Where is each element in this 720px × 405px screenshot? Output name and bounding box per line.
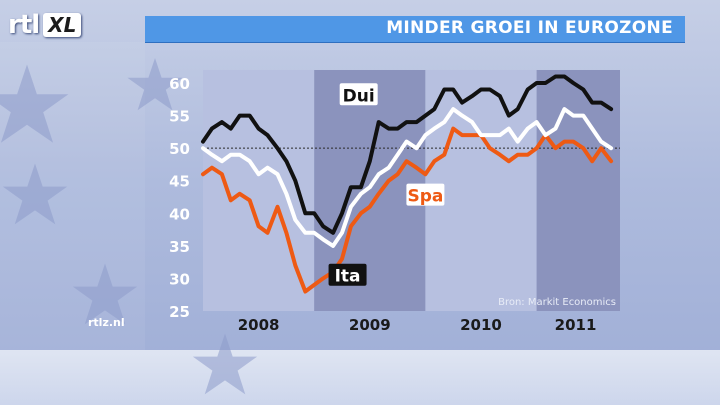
y-tick-label: 50 [169,140,190,158]
series-label-box-ita [328,263,367,286]
series-label-dui: Dui [343,86,375,106]
year-band-3 [536,70,620,311]
series-label-ita: Ita [335,267,361,287]
series-line-spa [201,126,614,294]
background-star-icon [0,64,69,143]
background-star-icon [127,58,183,111]
background-star-icon [2,163,68,225]
chart-title: MINDER GROEI IN EUROZONE [386,18,673,38]
y-tick-label: 30 [169,270,190,288]
background-star-icon [72,263,138,325]
bottom-band [0,350,720,405]
series-label-spa: Spa [407,187,443,207]
logo-rtl-text: rtl [8,10,40,40]
background-star-icon [192,333,258,395]
x-tick-label: 2009 [349,316,391,334]
series-label-box-spa [406,183,445,206]
logo-xl-text: XL [43,13,82,37]
y-tick-label: 35 [169,238,190,256]
x-tick-label: 2010 [460,316,502,334]
y-tick-label: 55 [169,108,190,126]
series-label-box-dui [339,83,378,106]
y-tick-label: 60 [169,75,190,93]
channel-logo: rtl XL [8,10,82,40]
series-line-ita [201,107,614,248]
x-tick-label: 2008 [238,316,280,334]
y-tick-label: 25 [169,303,190,321]
title-bar: MINDER GROEI IN EUROZONE [145,16,685,43]
y-tick-label: 40 [169,205,190,223]
footer-site-text: rtlz.nl [88,316,125,329]
source-note: Bron: Markit Economics [498,297,616,308]
x-tick-label: 2011 [555,316,597,334]
series-line-dui [201,74,614,235]
y-tick-label: 45 [169,173,190,191]
